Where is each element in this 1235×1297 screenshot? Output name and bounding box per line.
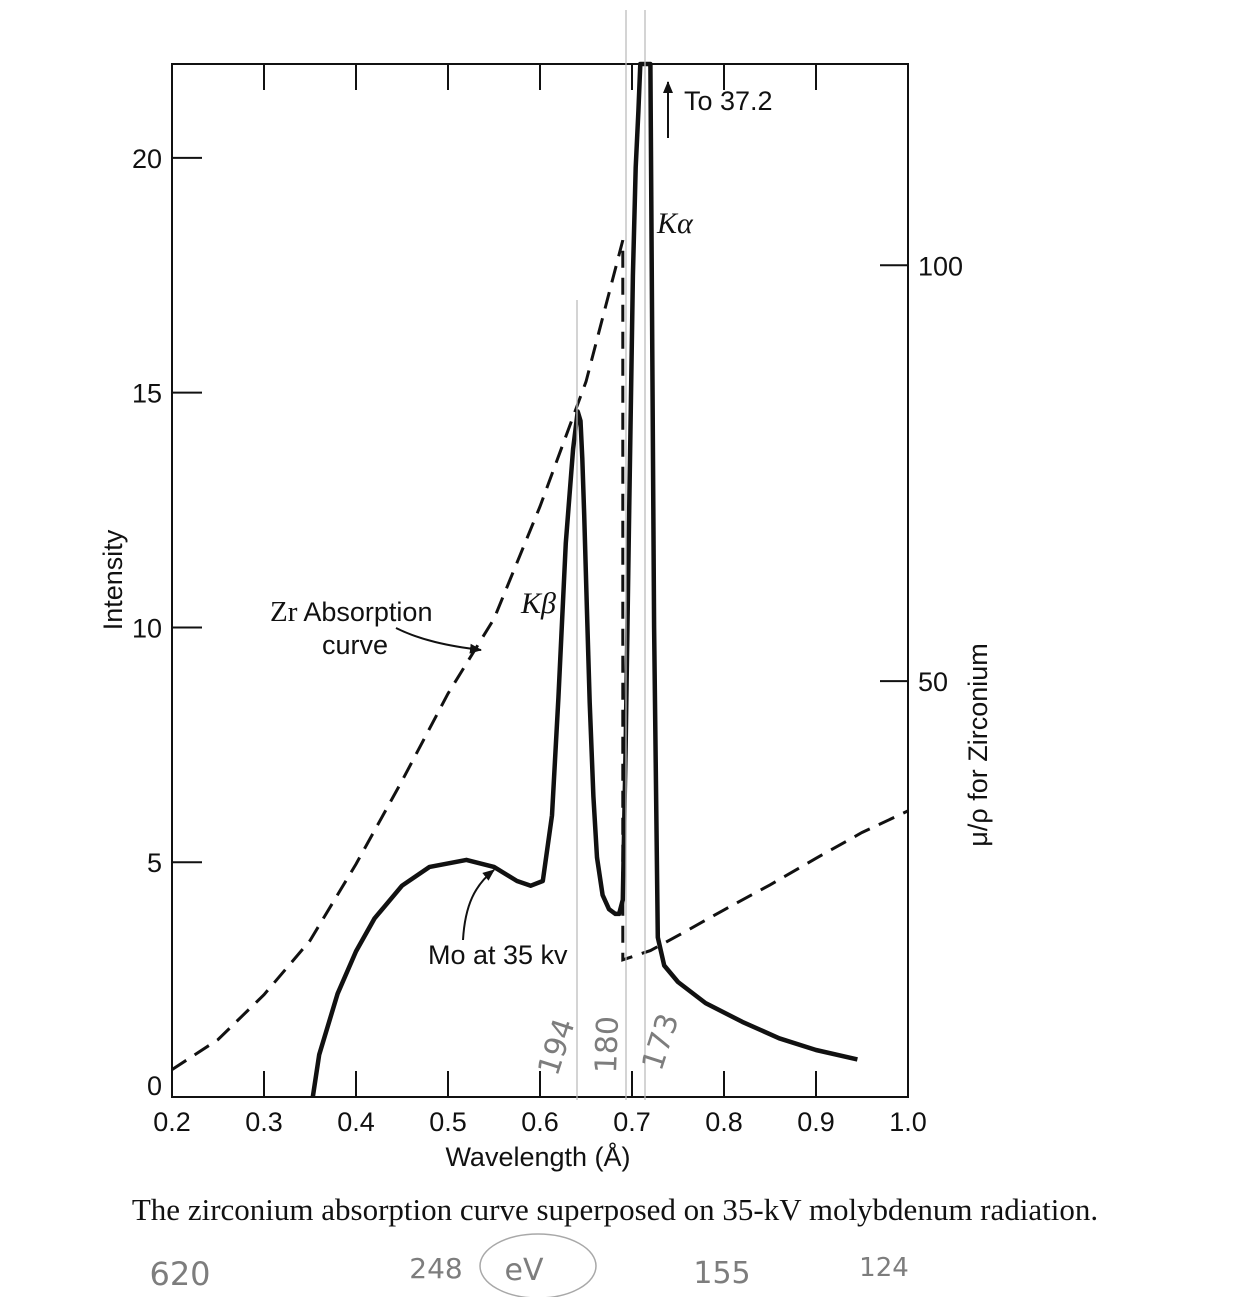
- annotation-zr-label-line2: curve: [322, 630, 388, 660]
- annotation-k-beta: Kβ: [520, 587, 556, 620]
- y2-tick-label-100: 100: [918, 251, 963, 281]
- handwritten-ev-620: 620: [149, 1255, 210, 1293]
- x-tick-label-0-3: 0.3: [245, 1107, 283, 1137]
- x-tick-label-0-7: 0.7: [613, 1107, 651, 1137]
- x-tick-label-0-6: 0.6: [521, 1107, 559, 1137]
- y-tick-label-5: 5: [147, 848, 162, 878]
- axis-ticks: [172, 64, 908, 1097]
- handwritten-edge-194: 194: [531, 1014, 582, 1079]
- handwritten-ev-circle: [479, 1233, 597, 1297]
- y2-tick-label-50: 50: [918, 667, 948, 697]
- axis-tick-labels: 0.2 0.3 0.4 0.5 0.6 0.7 0.8 0.9 1.0 0 5 10 15 20 50 100: [132, 144, 963, 1137]
- handwritten-ev-124: 124: [859, 1253, 909, 1283]
- annotation-k-alpha: Kα: [656, 207, 694, 240]
- zr-label-arrow: [395, 627, 482, 654]
- annotation-to-37: To 37.2: [684, 86, 773, 116]
- y-axis-label: Intensity: [98, 529, 128, 630]
- x-tick-label-0-8: 0.8: [705, 1107, 743, 1137]
- x-tick-label-0-5: 0.5: [429, 1107, 467, 1137]
- y-tick-label-10: 10: [132, 613, 162, 643]
- y-tick-label-0: 0: [147, 1071, 162, 1101]
- handwritten-ev-248: 248: [409, 1252, 462, 1285]
- x-tick-label-0-9: 0.9: [797, 1107, 835, 1137]
- figure-caption: The zirconium absorption curve superpose…: [132, 1192, 1098, 1227]
- x-tick-label-0-4: 0.4: [337, 1107, 375, 1137]
- handwritten-edge-180: 180: [589, 1015, 626, 1073]
- handwritten-edge-173: 173: [635, 1009, 686, 1074]
- x-tick-label-1-0: 1.0: [889, 1107, 927, 1137]
- handwritten-notes: 194 180 173 620 248 eV 155 124: [149, 10, 909, 1297]
- mo-label-arrow: [462, 869, 495, 941]
- series-mo-35kv: [310, 61, 858, 1098]
- y-tick-label-20: 20: [132, 144, 162, 174]
- series-zr-absorption-curve: [171, 239, 909, 1071]
- x-axis-label: Wavelength (Å): [445, 1141, 630, 1172]
- annotation-mo: Mo at 35 kv: [428, 940, 568, 970]
- annotation-zr-label-line1: Zr Absorption: [270, 596, 432, 628]
- y-tick-label-15: 15: [132, 379, 162, 409]
- handwritten-ev-unit: eV: [505, 1253, 544, 1288]
- x-tick-label-0-2: 0.2: [153, 1107, 191, 1137]
- handwritten-ev-155: 155: [693, 1256, 750, 1291]
- y2-axis-label: μ/ρ for Zirconium: [963, 643, 993, 846]
